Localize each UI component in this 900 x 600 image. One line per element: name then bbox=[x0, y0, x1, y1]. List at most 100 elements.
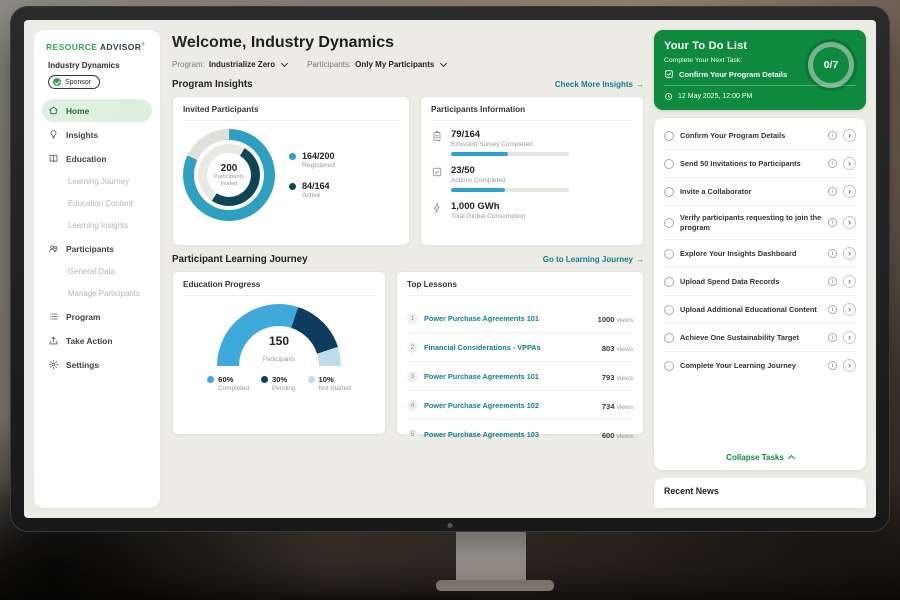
task-row[interactable]: Verify participants requesting to join t… bbox=[664, 206, 856, 241]
legend-dot bbox=[307, 376, 315, 383]
card-title: Top Lessons bbox=[407, 280, 633, 296]
sponsor-check-icon bbox=[53, 78, 61, 86]
task-row[interactable]: Achieve One Sustainability Target bbox=[664, 324, 856, 353]
task-checkbox[interactable] bbox=[664, 158, 674, 169]
task-label: Confirm Your Program Details bbox=[680, 130, 786, 140]
energy-bolt-icon bbox=[433, 202, 440, 214]
chevron-right-icon[interactable] bbox=[843, 303, 856, 317]
legend-dot bbox=[289, 183, 296, 190]
list-icon bbox=[49, 313, 58, 320]
sidebar-subitem-label: Education Content bbox=[68, 199, 133, 208]
stat-label: Total Global Consumption bbox=[451, 213, 526, 220]
chevron-right-icon[interactable] bbox=[843, 157, 856, 170]
sidebar-item-participants[interactable]: Participants bbox=[42, 237, 152, 260]
lesson-title-link[interactable]: Financial Considerations - VPPAs bbox=[424, 342, 541, 352]
task-row[interactable]: Confirm Your Program Details bbox=[664, 122, 856, 150]
info-icon[interactable] bbox=[828, 131, 837, 140]
chevron-right-icon[interactable] bbox=[843, 247, 856, 261]
info-icon[interactable] bbox=[828, 159, 837, 168]
sidebar-item-learning-insights[interactable]: Learning Insights bbox=[42, 215, 152, 236]
chevron-right-icon[interactable] bbox=[843, 129, 856, 142]
chevron-right-icon[interactable] bbox=[843, 216, 856, 230]
info-icon[interactable] bbox=[828, 277, 837, 287]
chevron-right-icon[interactable] bbox=[843, 185, 856, 198]
sidebar-item-insights[interactable]: Insights bbox=[42, 123, 152, 146]
task-checkbox[interactable] bbox=[664, 186, 674, 197]
task-checkbox[interactable] bbox=[664, 217, 674, 228]
legend-active: 84/164 Active bbox=[289, 181, 335, 199]
task-checkbox[interactable] bbox=[664, 332, 674, 343]
monitor-frame: RESOURCE ADVISOR+ Industry Dynamics Spon… bbox=[10, 6, 890, 532]
legend-value: 84/164 bbox=[302, 181, 330, 191]
task-checkbox[interactable] bbox=[664, 276, 674, 287]
sidebar-nav: Home Insights Education Learning Journey… bbox=[34, 99, 160, 376]
info-icon[interactable] bbox=[828, 218, 837, 228]
legend-dot bbox=[261, 376, 269, 383]
collapse-tasks-button[interactable]: Collapse Tasks bbox=[664, 446, 856, 463]
sidebar-item-learning-journey[interactable]: Learning Journey bbox=[42, 171, 152, 192]
upload-action-icon bbox=[49, 336, 58, 345]
sidebar-item-manage-participants[interactable]: Manage Participants bbox=[42, 283, 152, 304]
task-checkbox[interactable] bbox=[664, 304, 674, 315]
chevron-right-icon[interactable] bbox=[843, 359, 856, 373]
sidebar-item-label: Insights bbox=[66, 129, 99, 140]
logo-primary: RESOURCE bbox=[46, 42, 98, 52]
chevron-right-icon[interactable] bbox=[843, 275, 856, 289]
sidebar-item-settings[interactable]: Settings bbox=[42, 353, 152, 376]
stat-actions-completed: 23/50 Actions Completed bbox=[431, 165, 633, 192]
task-checkbox[interactable] bbox=[664, 360, 674, 371]
todo-due-date: 12 May 2025, 12:00 PM bbox=[664, 85, 856, 101]
task-row[interactable]: Send 50 Invitations to Participants bbox=[664, 150, 856, 178]
task-checkbox[interactable] bbox=[664, 130, 674, 141]
task-checkbox[interactable] bbox=[664, 248, 674, 259]
check-more-insights-link[interactable]: Check More Insights bbox=[555, 80, 644, 89]
sidebar-item-education[interactable]: Education bbox=[42, 147, 152, 170]
recent-news-card: Recent News bbox=[654, 478, 866, 508]
participants-filter-dropdown[interactable]: Participants: Only My Participants bbox=[307, 59, 448, 69]
legend-value: 30% bbox=[272, 375, 288, 384]
info-icon[interactable] bbox=[828, 187, 837, 196]
sidebar-item-take-action[interactable]: Take Action bbox=[42, 329, 152, 352]
info-icon[interactable] bbox=[828, 361, 837, 371]
program-filter-dropdown[interactable]: Program: Industrialize Zero bbox=[172, 59, 289, 69]
lesson-title-link[interactable]: Power Purchase Agreements 102 bbox=[424, 400, 539, 410]
go-to-learning-journey-link[interactable]: Go to Learning Journey bbox=[543, 255, 644, 264]
lesson-title-link[interactable]: Power Purchase Agreements 101 bbox=[424, 313, 539, 323]
chevron-up-icon bbox=[787, 454, 795, 463]
invited-participants-donut: 200 Participants Invited bbox=[183, 129, 275, 221]
gauge-center-label: 150 Participants bbox=[262, 334, 296, 363]
monitor-stand bbox=[456, 526, 526, 584]
sidebar-item-education-content[interactable]: Education Content bbox=[42, 193, 152, 214]
sidebar-item-program[interactable]: Program bbox=[42, 305, 152, 328]
task-row[interactable]: Upload Spend Data Records bbox=[664, 268, 856, 297]
todo-summary-card: Your To Do List Complete Your Next Task:… bbox=[654, 30, 866, 110]
sidebar-item-general-data[interactable]: General Data bbox=[42, 261, 152, 282]
task-row[interactable]: Upload Additional Educational Content bbox=[664, 296, 856, 325]
app-logo: RESOURCE ADVISOR+ bbox=[34, 42, 160, 52]
education-progress-card: Education Progress 150 Participants 60% bbox=[172, 271, 386, 435]
collapse-label: Collapse Tasks bbox=[726, 453, 784, 462]
info-icon[interactable] bbox=[828, 305, 837, 315]
sidebar-item-home[interactable]: Home bbox=[42, 99, 152, 122]
task-row[interactable]: Explore Your Insights Dashboard bbox=[664, 240, 856, 269]
stat-label: Actions Completed bbox=[451, 177, 506, 184]
chevron-right-icon[interactable] bbox=[843, 331, 856, 345]
donut-legend: 164/200 Registered 84/164 Active bbox=[289, 151, 335, 199]
people-icon bbox=[49, 245, 58, 253]
task-row[interactable]: Invite a Collaborator bbox=[664, 178, 856, 206]
task-row[interactable]: Complete Your Learning Journey bbox=[664, 352, 856, 379]
page-title: Welcome, Industry Dynamics bbox=[172, 34, 394, 51]
info-icon[interactable] bbox=[828, 249, 837, 259]
filter-label: Participants: bbox=[307, 60, 352, 69]
app-window: RESOURCE ADVISOR+ Industry Dynamics Spon… bbox=[24, 20, 876, 518]
check-square-icon bbox=[665, 70, 673, 78]
lesson-title-link[interactable]: Power Purchase Agreements 101 bbox=[424, 371, 539, 381]
education-progress-gauge bbox=[217, 304, 341, 366]
org-name: Industry Dynamics bbox=[48, 61, 120, 70]
lesson-title-link[interactable]: Power Purchase Agreements 103 bbox=[424, 429, 539, 439]
info-icon[interactable] bbox=[828, 333, 837, 343]
legend-completed: 60% Completed bbox=[207, 375, 249, 392]
todo-panel: Your To Do List Complete Your Next Task:… bbox=[654, 30, 866, 508]
due-date-label: 12 May 2025, 12:00 PM bbox=[678, 93, 753, 100]
stat-label: Emission Survey Completed bbox=[451, 141, 533, 148]
